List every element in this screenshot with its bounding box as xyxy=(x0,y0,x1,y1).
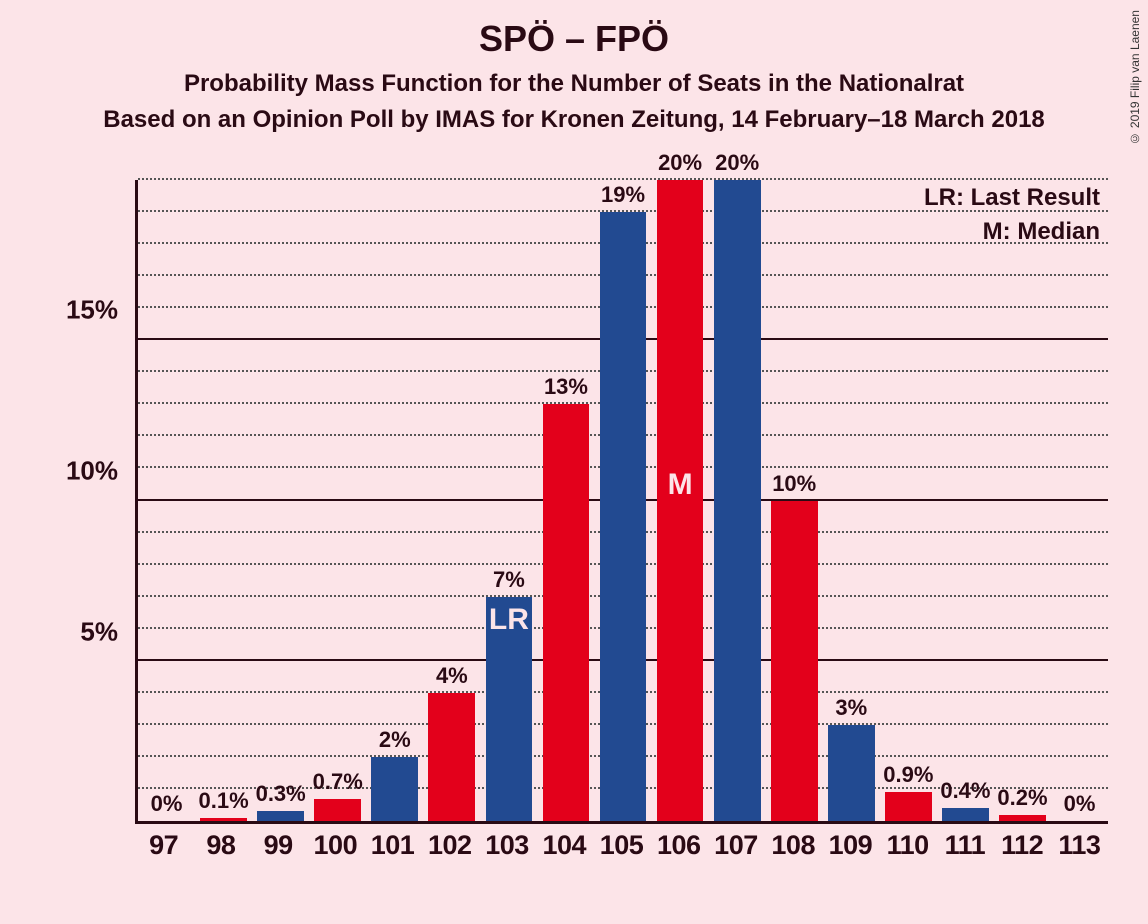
bar-value-label: 0% xyxy=(151,791,183,817)
bar-slot: 19% xyxy=(595,180,652,821)
bar-value-label: 4% xyxy=(436,663,468,689)
bar-annotation: LR xyxy=(489,603,529,637)
x-tick-label: 112 xyxy=(994,824,1051,864)
bar-slot: 7% LR xyxy=(480,180,537,821)
x-tick-label: 110 xyxy=(879,824,936,864)
bar-value-label: 0.3% xyxy=(256,781,306,807)
bar: 3% xyxy=(828,725,875,821)
bar: 19% xyxy=(600,212,647,821)
bar-value-label: 0% xyxy=(1064,791,1096,817)
chart-titles: SPÖ – FPÖ Probability Mass Function for … xyxy=(0,0,1148,134)
bar: 10% xyxy=(771,501,818,822)
chart-subtitle-1: Probability Mass Function for the Number… xyxy=(0,70,1148,98)
bar: 0.9% xyxy=(885,792,932,821)
bar-slot: 4% xyxy=(423,180,480,821)
bar-value-label: 0.4% xyxy=(940,778,990,804)
y-tick-label: 10% xyxy=(66,456,118,487)
bar-slot: 0.7% xyxy=(309,180,366,821)
x-tick-label: 100 xyxy=(307,824,364,864)
copyright-text: © 2019 Filip van Laenen xyxy=(1128,10,1142,145)
x-tick-label: 104 xyxy=(536,824,593,864)
bar-value-label: 0.1% xyxy=(199,788,249,814)
bar-slot: 0.4% xyxy=(937,180,994,821)
bar-annotation: M xyxy=(668,468,693,502)
bar-value-label: 0.7% xyxy=(313,769,363,795)
x-axis: 9798991001011021031041051061071081091101… xyxy=(135,824,1108,864)
x-tick-label: 98 xyxy=(192,824,249,864)
bar: 20%M xyxy=(657,180,704,821)
bar-slot: 20%M xyxy=(652,180,709,821)
y-axis: 5% 10% 15% xyxy=(60,180,130,824)
x-tick-label: 109 xyxy=(822,824,879,864)
bar-value-label: 20% xyxy=(715,150,759,176)
bar-slot: 0.2% xyxy=(994,180,1051,821)
bar: 4% xyxy=(428,693,475,821)
bar-value-label: 7% xyxy=(493,567,525,593)
bar-value-label: 10% xyxy=(772,471,816,497)
y-tick-label: 15% xyxy=(66,295,118,326)
bar: 2% xyxy=(371,757,418,821)
bar: 20% xyxy=(714,180,761,821)
x-tick-label: 113 xyxy=(1051,824,1108,864)
bar: 0.7% xyxy=(314,799,361,821)
bar-value-label: 13% xyxy=(544,374,588,400)
bar-value-label: 2% xyxy=(379,727,411,753)
bar-slot: 3% xyxy=(823,180,880,821)
bar-slot: 0% xyxy=(1051,180,1108,821)
bar: 13% xyxy=(543,404,590,821)
x-tick-label: 105 xyxy=(593,824,650,864)
x-tick-label: 101 xyxy=(364,824,421,864)
bar-slot: 20% xyxy=(709,180,766,821)
bar-slot: 0% xyxy=(138,180,195,821)
bar-slot: 10% xyxy=(766,180,823,821)
bar-slot: 0.3% xyxy=(252,180,309,821)
bar: 0.4% xyxy=(942,808,989,821)
x-tick-label: 97 xyxy=(135,824,192,864)
bar-value-label: 0.9% xyxy=(883,762,933,788)
bar-value-label: 3% xyxy=(835,695,867,721)
x-tick-label: 99 xyxy=(249,824,306,864)
chart-subtitle-2: Based on an Opinion Poll by IMAS for Kro… xyxy=(0,106,1148,134)
bar: 7%LR xyxy=(486,597,533,821)
bars-container: 0%0.1%0.3%0.7%2%4%7%LR13%19%20%M20%10%3%… xyxy=(138,180,1108,821)
bar-slot: 2% xyxy=(366,180,423,821)
x-tick-label: 106 xyxy=(650,824,707,864)
x-tick-label: 103 xyxy=(478,824,535,864)
x-tick-label: 102 xyxy=(421,824,478,864)
chart-title: SPÖ – FPÖ xyxy=(0,18,1148,60)
bar-value-label: 19% xyxy=(601,182,645,208)
bar: 0.3% xyxy=(257,811,304,821)
bar-slot: 0.9% xyxy=(880,180,937,821)
bar-slot: 0.1% xyxy=(195,180,252,821)
bar: 0.1% xyxy=(200,818,247,821)
x-tick-label: 107 xyxy=(707,824,764,864)
bar-slot: 13% xyxy=(537,180,594,821)
bar-value-label: 20% xyxy=(658,150,702,176)
x-tick-label: 108 xyxy=(765,824,822,864)
plot-area: LR: Last Result M: Median 0%0.1%0.3%0.7%… xyxy=(135,180,1108,824)
chart-area: 5%10%15% LR: Last Result M: Median 0%0.1… xyxy=(60,180,1108,864)
x-tick-label: 111 xyxy=(936,824,993,864)
y-tick-label: 5% xyxy=(80,617,118,648)
bar-value-label: 0.2% xyxy=(997,785,1047,811)
bar: 0.2% xyxy=(999,815,1046,821)
